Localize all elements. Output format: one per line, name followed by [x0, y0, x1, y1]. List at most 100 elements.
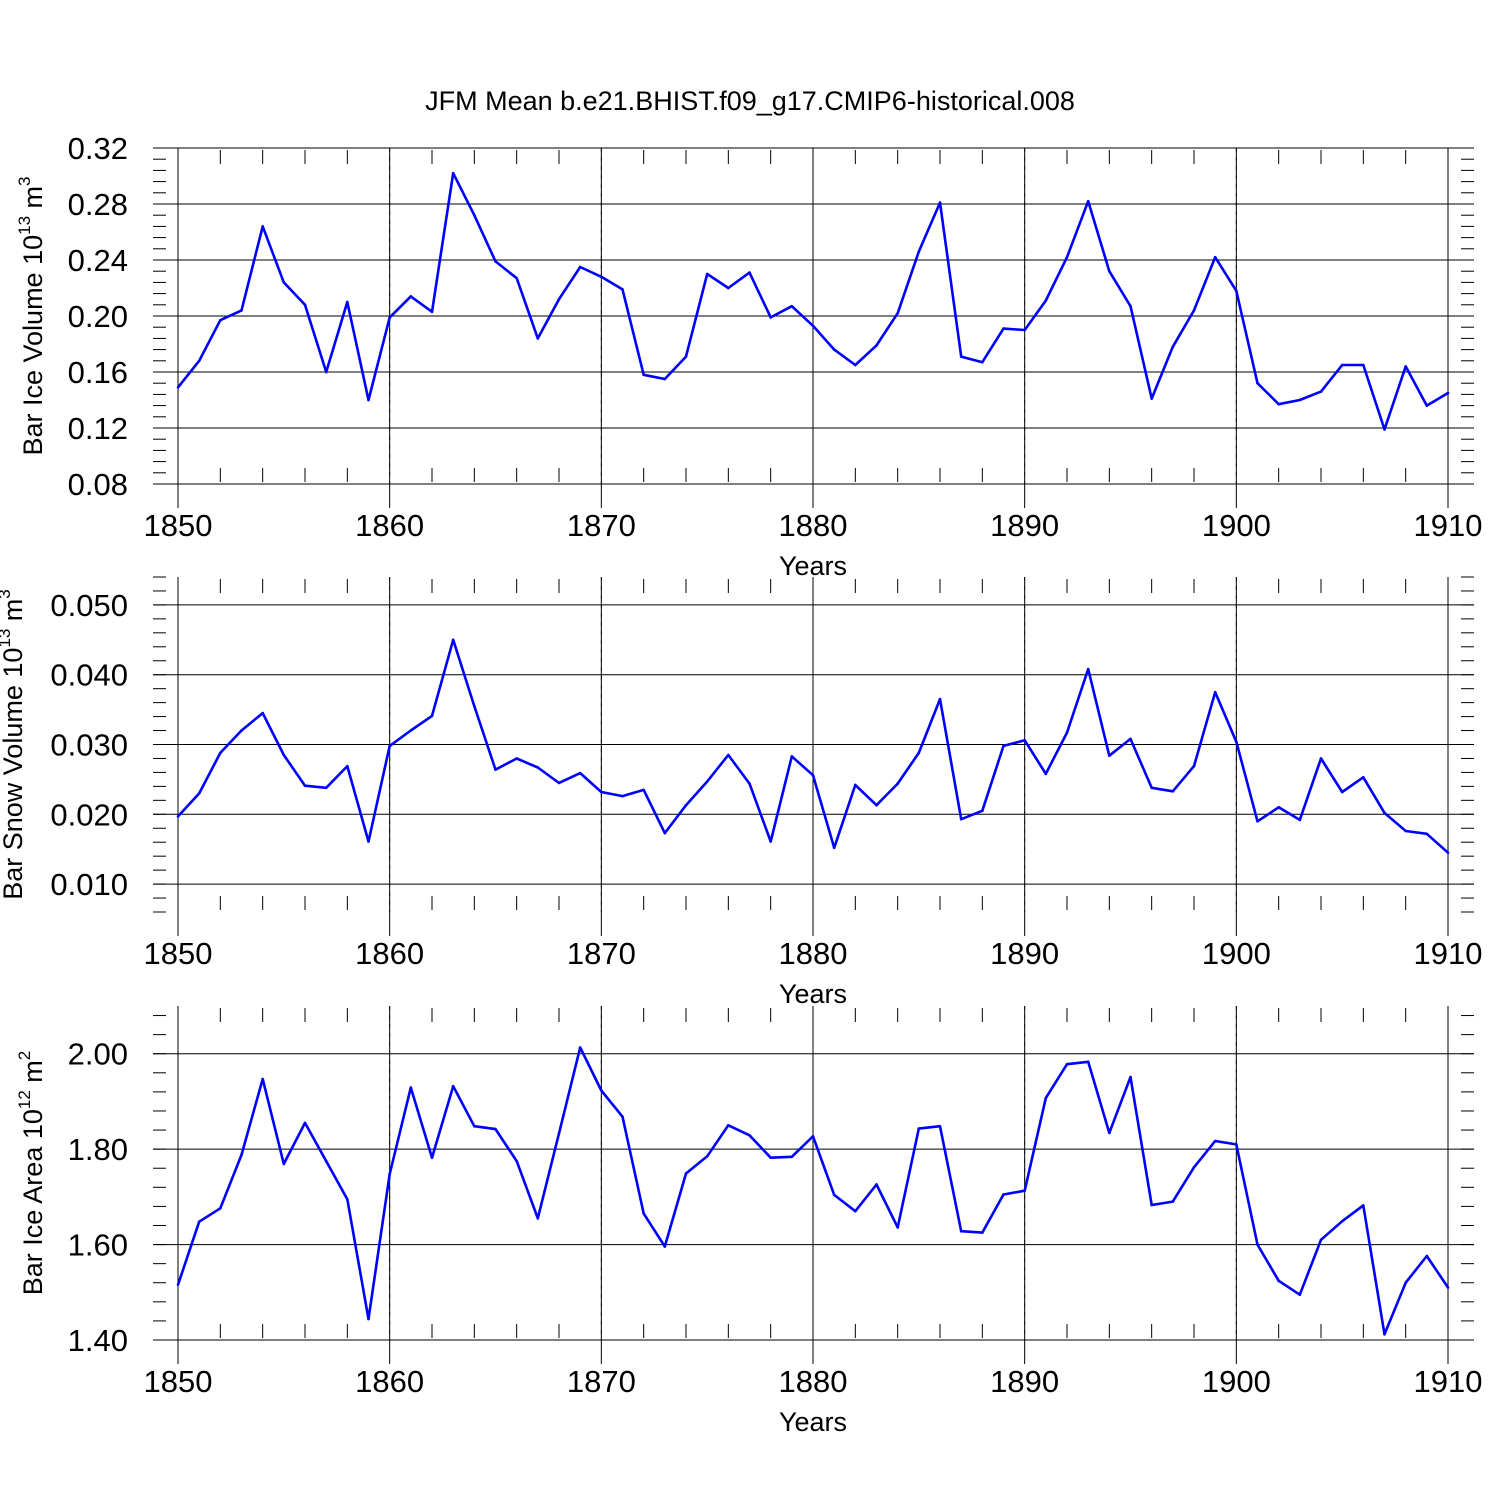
- y-axis-label-unit: m: [0, 599, 28, 629]
- x-tick-label: 1860: [355, 1364, 424, 1399]
- data-point: [1023, 328, 1026, 332]
- data-point: [1340, 790, 1344, 794]
- data-point: [1192, 764, 1196, 768]
- y-axis-label-unit-exponent: 2: [15, 1051, 34, 1060]
- data-point: [1340, 1219, 1344, 1223]
- data-point: [324, 370, 328, 374]
- x-tick-label: 1910: [1414, 1364, 1483, 1399]
- y-axis-label-exponent: 13: [15, 216, 34, 235]
- data-point: [663, 1245, 667, 1248]
- data-point: [959, 817, 963, 821]
- data-point: [430, 1156, 434, 1160]
- x-tick-label: 1880: [779, 936, 848, 971]
- data-point: [769, 1156, 772, 1160]
- data-point: [811, 773, 815, 777]
- data-point: [494, 768, 497, 771]
- data-point: [1108, 1131, 1111, 1135]
- data-point: [684, 1172, 688, 1175]
- data-point: [388, 1172, 391, 1176]
- y-axis-label-unit: m: [18, 186, 48, 216]
- data-point: [515, 757, 518, 760]
- data-point: [1425, 404, 1429, 407]
- data-point: [769, 840, 772, 843]
- data-point: [219, 751, 222, 755]
- data-point: [409, 1086, 413, 1089]
- y-axis-label: Bar Ice Volume 1013 m3: [15, 176, 48, 455]
- data-point: [748, 782, 751, 785]
- data-point: [1298, 398, 1302, 402]
- y-axis-label-exponent: 13: [0, 629, 14, 648]
- chart-title: JFM Mean b.e21.BHIST.f09_g17.CMIP6-histo…: [425, 86, 1075, 116]
- data-point: [346, 1197, 349, 1201]
- data-point: [473, 213, 476, 217]
- data-point: [1256, 381, 1259, 385]
- data-point: [1065, 255, 1069, 259]
- data-point: [578, 265, 582, 269]
- data-point: [1319, 1238, 1323, 1242]
- data-point: [1235, 289, 1238, 293]
- data-point: [536, 766, 540, 769]
- data-point: [811, 1134, 815, 1138]
- data-point: [663, 831, 667, 835]
- data-point: [917, 250, 921, 253]
- y-axis-label: Bar Ice Area 1012 m2: [15, 1051, 48, 1296]
- data-point: [324, 1159, 328, 1163]
- data-point: [409, 295, 413, 298]
- data-point: [1044, 299, 1048, 302]
- data-point: [854, 1209, 857, 1213]
- data-point: [705, 780, 709, 783]
- data-point: [621, 288, 624, 291]
- y-axis-label-unit-exponent: 3: [0, 589, 14, 598]
- data-point: [1383, 428, 1386, 431]
- y-tick-label: 0.20: [68, 299, 128, 334]
- data-point: [832, 1193, 836, 1197]
- data-point: [1108, 269, 1111, 273]
- data-point: [1425, 832, 1429, 836]
- data-point: [240, 1153, 243, 1157]
- data-point: [727, 753, 730, 757]
- x-tick-label: 1890: [990, 508, 1059, 543]
- data-point: [261, 1077, 264, 1081]
- data-point: [240, 729, 243, 732]
- data-point: [1362, 1204, 1365, 1207]
- data-point: [1446, 851, 1450, 854]
- data-point: [303, 1121, 307, 1125]
- data-point: [1171, 1200, 1175, 1203]
- data-point: [282, 281, 286, 284]
- data-point: [1256, 1243, 1259, 1246]
- y-tick-label: 0.08: [68, 467, 128, 502]
- data-point: [1065, 731, 1069, 734]
- data-point: [430, 714, 434, 718]
- data-point: [790, 755, 794, 758]
- data-point: [473, 704, 476, 708]
- y-tick-label: 2.00: [68, 1037, 128, 1072]
- data-point: [536, 337, 540, 340]
- data-point: [1404, 1281, 1407, 1285]
- y-tick-label: 0.16: [68, 355, 128, 390]
- data-point: [367, 398, 370, 402]
- data-point: [1192, 1165, 1196, 1169]
- data-point: [938, 201, 942, 204]
- data-point: [388, 316, 391, 319]
- data-point: [684, 803, 688, 807]
- data-point: [1340, 363, 1344, 367]
- data-point: [578, 771, 582, 775]
- data-point: [1002, 327, 1005, 330]
- data-point: [917, 751, 921, 755]
- x-tick-label: 1910: [1414, 936, 1483, 971]
- data-point: [494, 1127, 497, 1131]
- data-point: [663, 377, 667, 381]
- data-point: [515, 1159, 518, 1163]
- data-point: [1235, 1143, 1238, 1146]
- y-tick-label: 0.010: [50, 867, 128, 902]
- data-point: [1213, 1139, 1217, 1143]
- data-point: [1129, 304, 1132, 308]
- data-point: [494, 260, 497, 263]
- y-tick-label: 0.050: [50, 588, 128, 623]
- data-point: [261, 711, 264, 715]
- data-point: [832, 846, 836, 850]
- data-point: [219, 318, 222, 322]
- data-point: [367, 1317, 370, 1321]
- panel-2: 0.010 0.020 0.030 0.040 0.050 1850 1860 1870 188…: [0, 576, 1483, 1009]
- x-tick-label: 1850: [144, 508, 213, 543]
